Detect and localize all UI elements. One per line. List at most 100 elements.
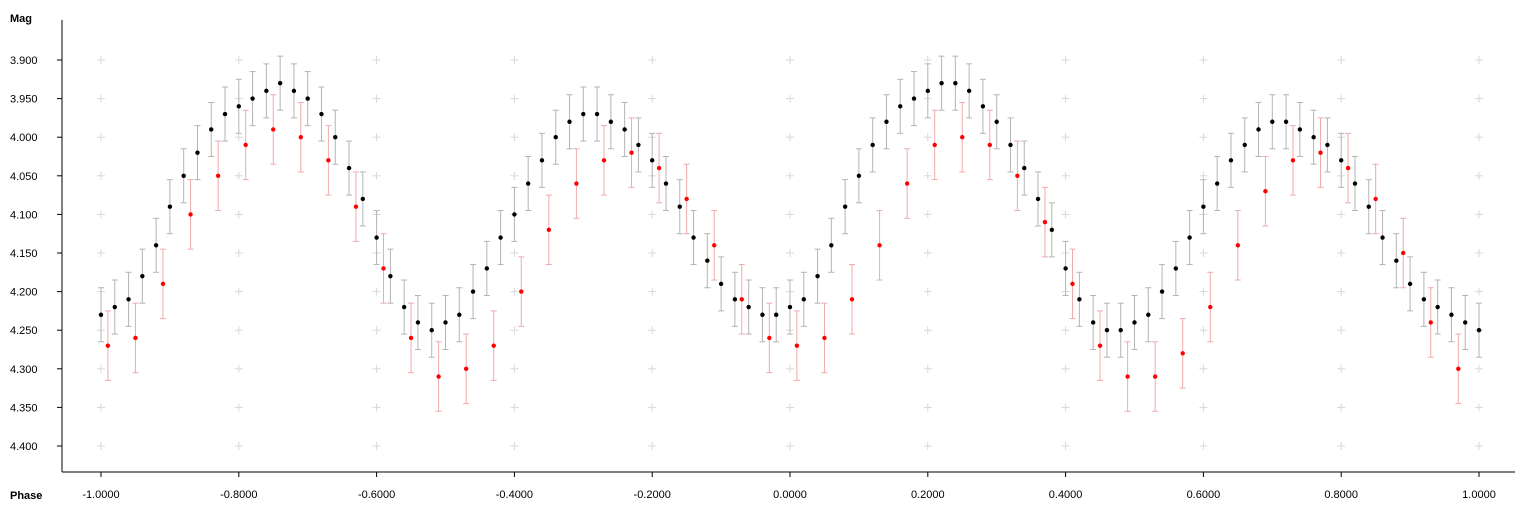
data-point-black	[1325, 142, 1330, 148]
grid-plus-marker	[510, 94, 519, 103]
grid-plus-marker	[1199, 94, 1208, 103]
data-point-black	[1214, 181, 1220, 186]
grid-plus-marker	[1475, 364, 1483, 373]
grid-plus-marker	[923, 249, 932, 257]
data-point-black	[677, 204, 682, 209]
data-point-red	[1097, 343, 1103, 348]
grid-plus-marker	[1337, 442, 1346, 450]
data-point-black	[457, 312, 462, 317]
grid-plus-marker	[234, 442, 243, 450]
data-point-red	[1428, 320, 1433, 325]
data-point-black	[498, 235, 503, 240]
data-point-black	[1049, 227, 1055, 233]
grid-plus-marker	[234, 287, 243, 296]
data-point-red	[1318, 150, 1323, 155]
data-point-black	[1283, 119, 1289, 124]
data-point-black	[291, 88, 297, 94]
data-point-red	[877, 243, 882, 248]
data-point-black	[925, 88, 930, 94]
data-point-red	[987, 142, 993, 148]
grid-plus-marker	[1061, 133, 1070, 142]
grid-plus-marker	[923, 287, 932, 296]
data-point-black	[553, 135, 558, 140]
data-point-red	[160, 281, 166, 287]
data-point-black	[1201, 204, 1206, 209]
x-tick-label: 1.0000	[1462, 489, 1496, 501]
x-axis-title: Phase	[10, 490, 42, 502]
data-point-black	[870, 142, 875, 148]
x-tick-label: -0.2000	[634, 489, 671, 501]
y-tick-label: 3.900	[10, 55, 38, 67]
data-point-red	[491, 343, 496, 348]
data-point-red	[353, 204, 359, 209]
data-point-black	[1104, 328, 1110, 333]
data-point-black	[1228, 158, 1234, 163]
error-bars	[98, 55, 1482, 412]
data-point-black	[512, 212, 517, 217]
y-tick-label: 4.150	[10, 248, 38, 260]
data-point-black	[939, 80, 944, 86]
data-point-red	[849, 297, 855, 302]
grid-plus-marker	[786, 56, 794, 64]
grid-plus-marker	[1475, 94, 1483, 103]
data-point-black	[966, 88, 972, 94]
grid-plus-marker	[97, 210, 105, 219]
grid-plus-marker	[234, 133, 243, 142]
data-point-black	[181, 173, 186, 178]
data-point-black	[1270, 119, 1275, 124]
grid-plus-marker	[648, 210, 657, 219]
grid-plus-marker	[648, 403, 657, 412]
data-point-black	[98, 312, 104, 317]
grid-plus-marker	[1061, 364, 1070, 373]
data-point-black	[1311, 135, 1316, 140]
data-point-black	[994, 119, 999, 124]
data-point-black	[443, 320, 448, 325]
grid-plus-marker	[97, 94, 105, 103]
grid-plus-marker	[510, 56, 519, 64]
x-axis-ticks: -1.0000 -0.8000 -0.6000 -0.4000 -0.2000 0.000…	[82, 472, 1496, 501]
grid-plus-marker	[1337, 94, 1346, 103]
grid-plus-marker	[1475, 442, 1483, 450]
data-point-black	[842, 204, 848, 209]
grid-plus-marker	[510, 249, 519, 257]
x-tick-label: -0.8000	[220, 489, 257, 501]
data-point-black	[470, 289, 476, 294]
grid-plus-marker	[1199, 403, 1208, 412]
x-tick-label: -0.6000	[358, 489, 395, 501]
data-point-red	[243, 142, 248, 148]
grid-plus-marker	[510, 364, 519, 373]
data-point-black	[732, 297, 738, 302]
grid-plus-marker	[648, 56, 657, 64]
data-point-black	[1118, 328, 1123, 333]
y-tick-label: 4.200	[10, 287, 38, 299]
grid-plus-marker	[1061, 210, 1070, 219]
data-point-black	[1063, 266, 1068, 271]
grid-plus-marker	[786, 249, 794, 257]
grid-plus-marker	[923, 133, 932, 142]
data-point-black	[980, 104, 986, 109]
grid-plus-marker	[786, 442, 794, 450]
grid-plus-marker	[510, 403, 519, 412]
data-point-black	[222, 111, 228, 117]
y-axis-ticks: 3.900 3.950 4.000 4.050 4.100 4.150 4.200 4.250…	[10, 55, 62, 453]
data-point-red	[656, 165, 662, 171]
grid-plus-marker	[372, 364, 381, 373]
grid-plus-marker	[234, 364, 243, 373]
grid-plus-marker	[97, 133, 105, 142]
data-point-black	[608, 119, 614, 124]
grid-plus-marker	[786, 210, 794, 219]
x-tick-label: 0.4000	[1049, 489, 1083, 501]
data-point-red	[519, 289, 524, 294]
grid-plus-marker	[510, 287, 519, 296]
data-point-red	[1125, 374, 1130, 379]
x-tick-label: -0.4000	[496, 489, 533, 501]
data-point-red	[1208, 304, 1213, 310]
grid-plus-marker	[372, 94, 381, 103]
data-point-black	[1380, 235, 1385, 240]
data-point-black	[305, 96, 310, 101]
data-point-black	[1297, 127, 1303, 132]
data-point-red	[546, 227, 552, 233]
data-point-black	[374, 235, 379, 240]
data-point-red	[932, 142, 937, 148]
